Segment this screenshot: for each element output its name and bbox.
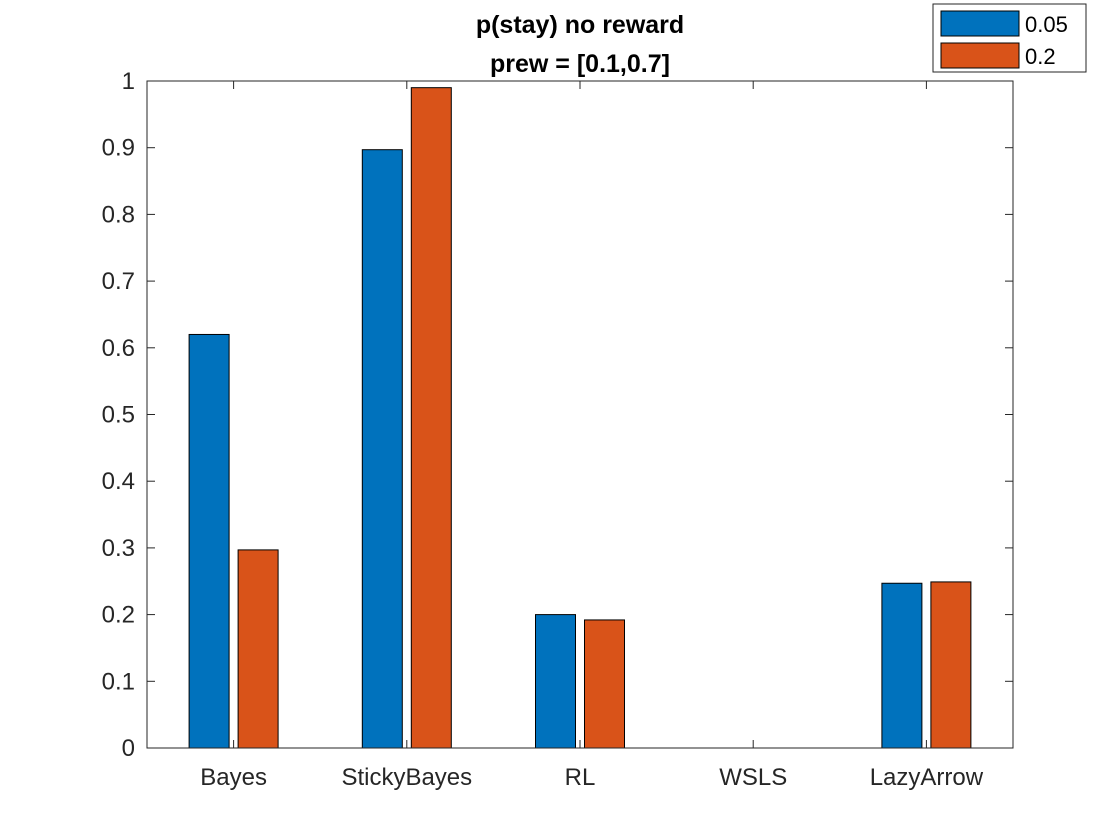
x-tick-label: RL [565, 764, 596, 791]
bar-bayes-series-1 [188, 333, 230, 749]
legend[interactable]: 0.05 0.2 [932, 3, 1087, 73]
legend-swatch-series-2 [940, 42, 1020, 69]
x-tick-label: LazyArrow [870, 764, 984, 791]
legend-label-series-2: 0.2 [1025, 44, 1056, 69]
x-tick-label: Bayes [200, 764, 267, 791]
y-tick-label: 1 [122, 68, 135, 95]
legend-label-series-1: 0.05 [1025, 12, 1068, 37]
legend-swatch-series-1 [940, 10, 1020, 37]
bars-group [188, 87, 972, 749]
x-tick-label: WSLS [719, 764, 787, 791]
y-tick-label: 0.3 [102, 535, 135, 562]
bar-rl-series-1 [535, 614, 576, 749]
y-tick-label: 0.1 [102, 668, 135, 695]
bar-stickybayes-series-1 [361, 149, 403, 749]
y-tick-label: 0.6 [102, 335, 135, 362]
y-tick-label: 0.7 [102, 268, 135, 295]
chart-subtitle: prew = [0.1,0.7] [490, 50, 670, 78]
y-tick-label: 0.4 [102, 468, 135, 495]
y-tick-label: 0.5 [102, 402, 135, 429]
y-tick-label: 0.9 [102, 135, 135, 162]
bar-stickybayes-series-2 [410, 87, 452, 749]
bar-bayes-series-2 [237, 549, 279, 749]
y-tick-label: 0 [122, 735, 135, 762]
chart-title: p(stay) no reward [476, 11, 684, 39]
bar-lazyarrow-series-1 [881, 582, 923, 749]
y-tick-label: 0.2 [102, 602, 135, 629]
x-tick-label: StickyBayes [341, 764, 472, 791]
y-tick-label: 0.8 [102, 201, 135, 228]
ticks-group: Bayes StickyBayes RL WSLS LazyArrow 0 0.1 0.2 0.… [102, 68, 1013, 791]
bar-rl-series-2 [584, 619, 625, 749]
bar-lazyarrow-series-2 [930, 581, 972, 749]
